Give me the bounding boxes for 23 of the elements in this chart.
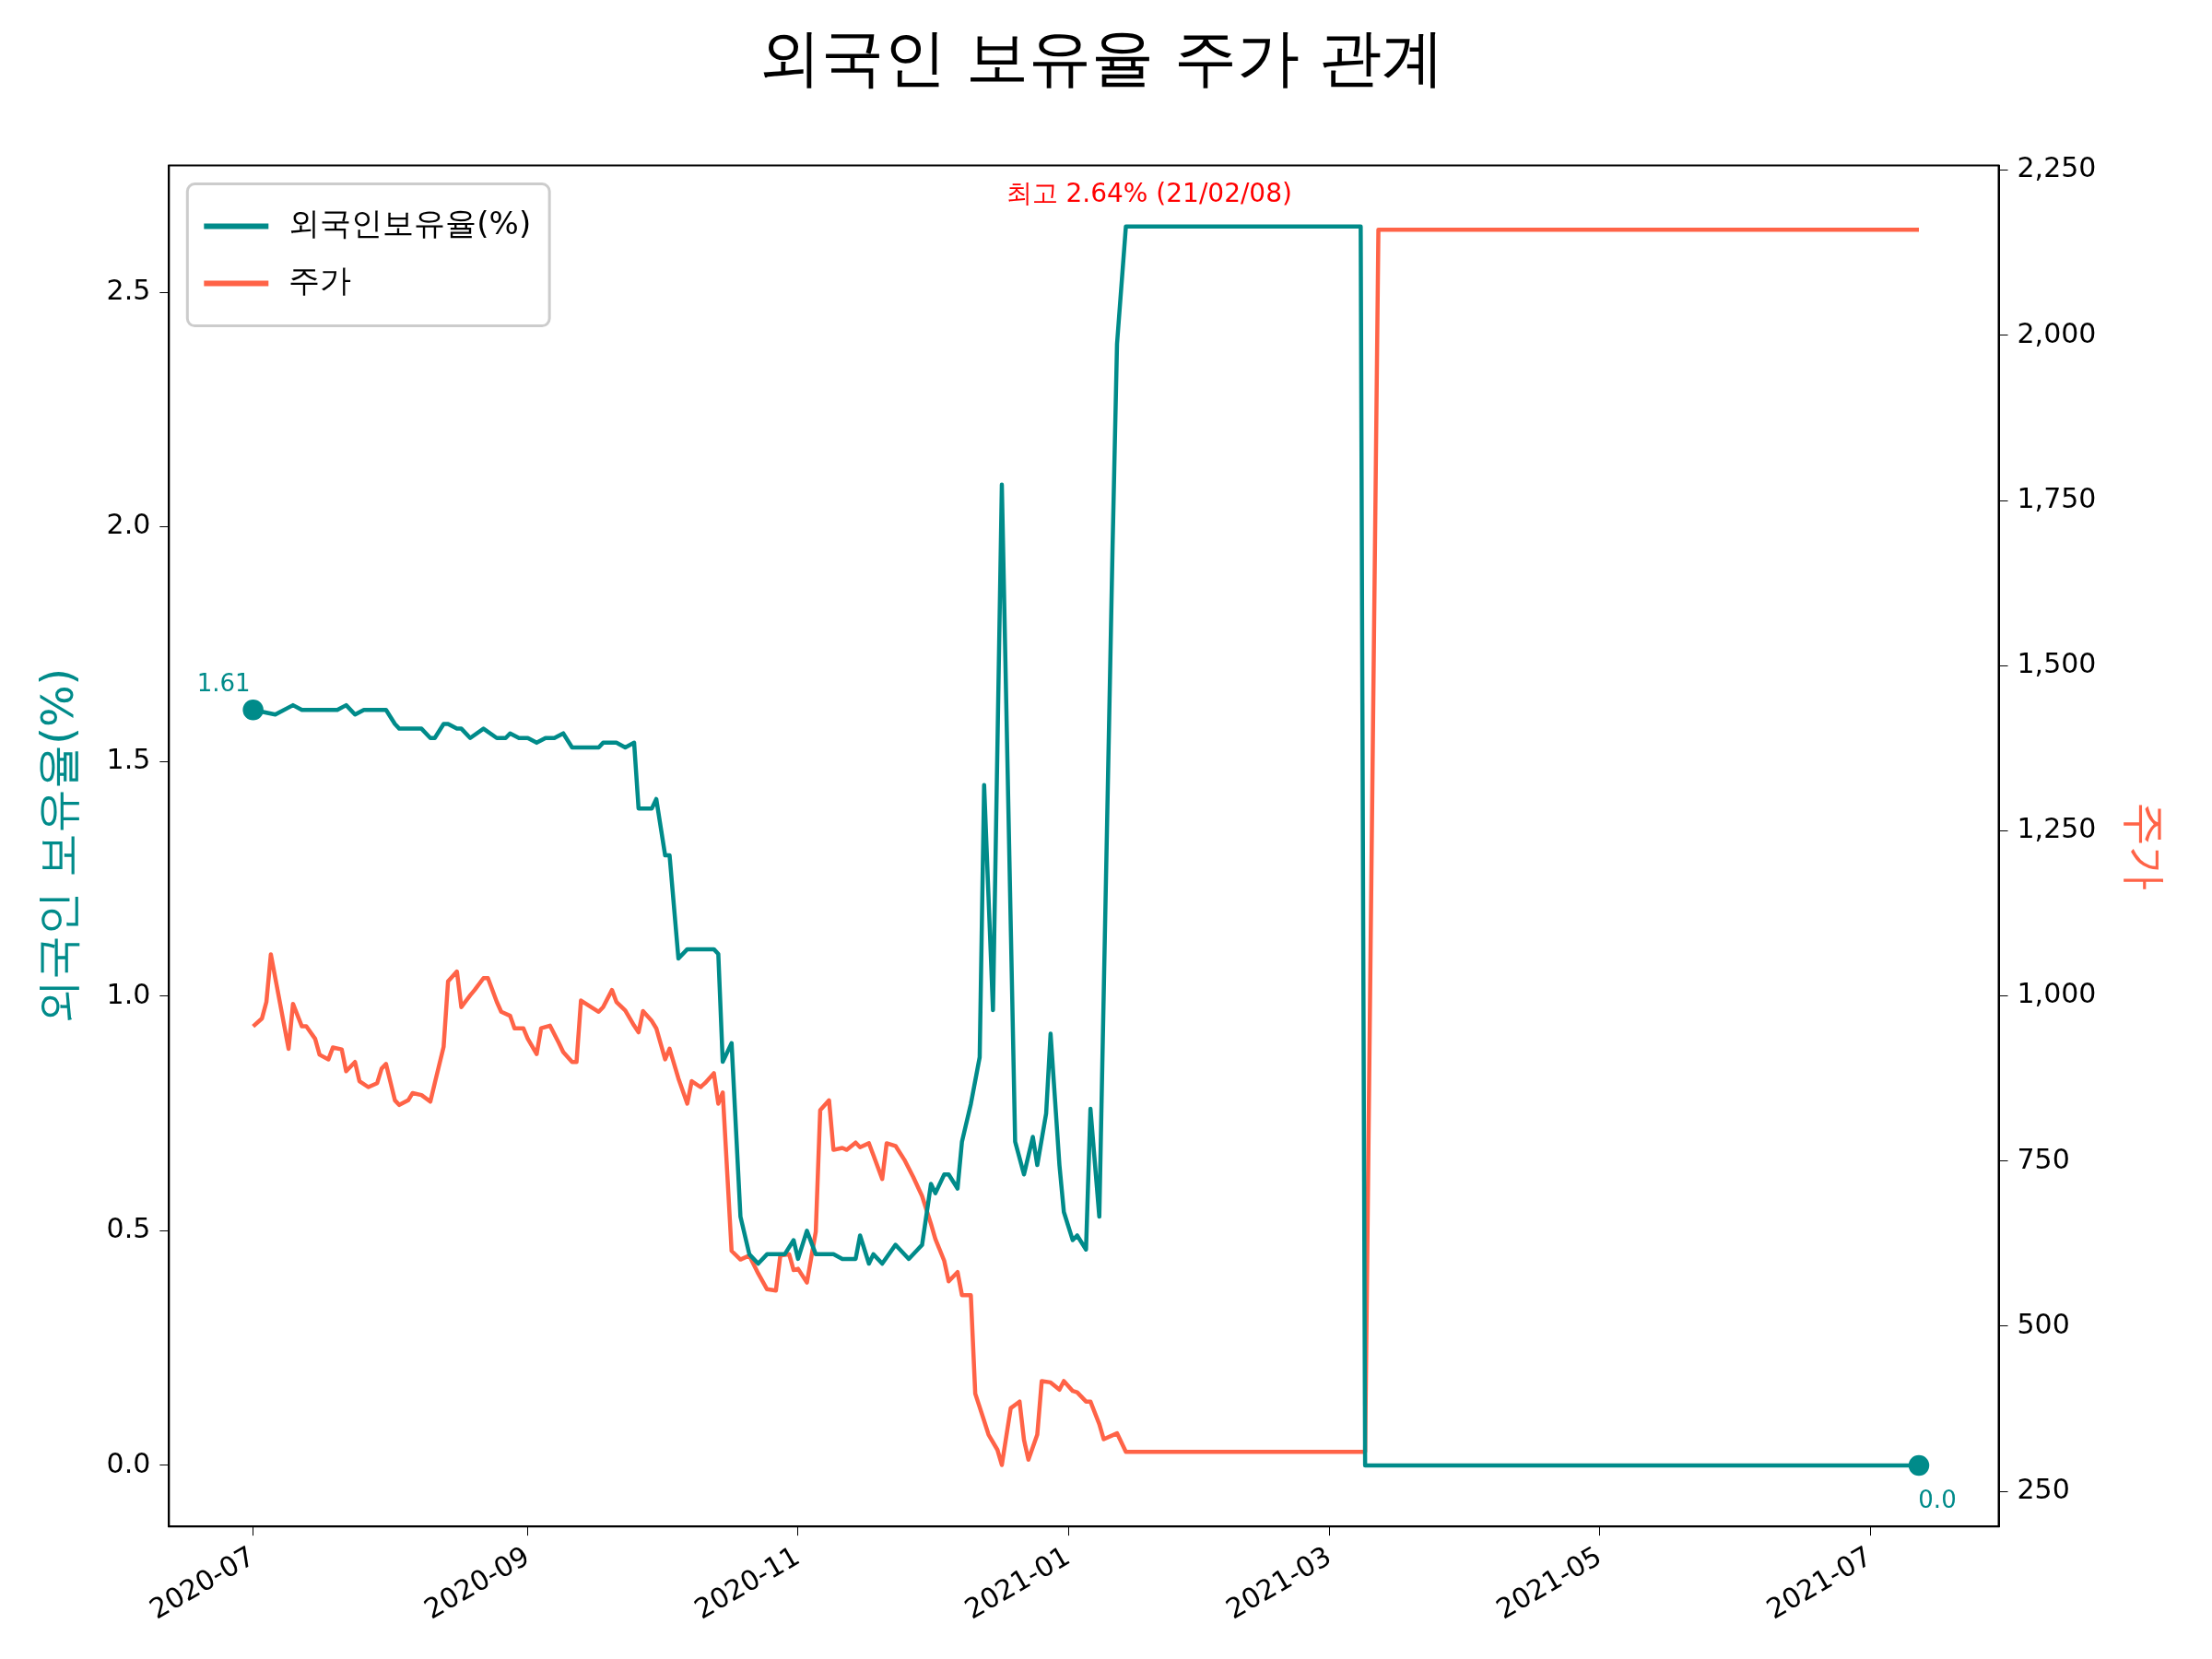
y2-tick-label: 750	[2017, 1142, 2070, 1175]
y-axis-title: 외국인 보유율(%)	[31, 667, 84, 1025]
y-tick-label: 0.0	[106, 1446, 151, 1479]
y-tick-label: 0.5	[106, 1212, 151, 1245]
annotation: 1.61	[196, 668, 251, 697]
y2-tick-label: 2,000	[2017, 316, 2097, 349]
y2-axis-title: 주가	[2119, 801, 2171, 890]
legend-label: 주가	[288, 262, 352, 300]
y-tick-label: 2.5	[106, 273, 151, 306]
chart-title: 외국인 보유율 주가 관계	[758, 21, 1445, 95]
y2-tick-label: 250	[2017, 1472, 2070, 1505]
y-tick-label: 2.0	[106, 508, 151, 541]
y2-tick-label: 2,250	[2017, 151, 2097, 184]
y2-tick-label: 500	[2017, 1307, 2070, 1340]
y2-tick-label: 1,250	[2017, 812, 2097, 845]
annotation: 최고 2.64% (21/02/08)	[1006, 178, 1292, 209]
y2-tick-label: 1,000	[2017, 977, 2097, 1010]
y-tick-label: 1.5	[106, 743, 151, 776]
y2-tick-label: 1,750	[2017, 481, 2097, 514]
y-tick-label: 1.0	[106, 977, 151, 1010]
y2-tick-label: 1,500	[2017, 646, 2097, 679]
legend-label: 외국인보유율(%)	[288, 205, 532, 242]
annotation: 0.0	[1918, 1485, 1957, 1513]
